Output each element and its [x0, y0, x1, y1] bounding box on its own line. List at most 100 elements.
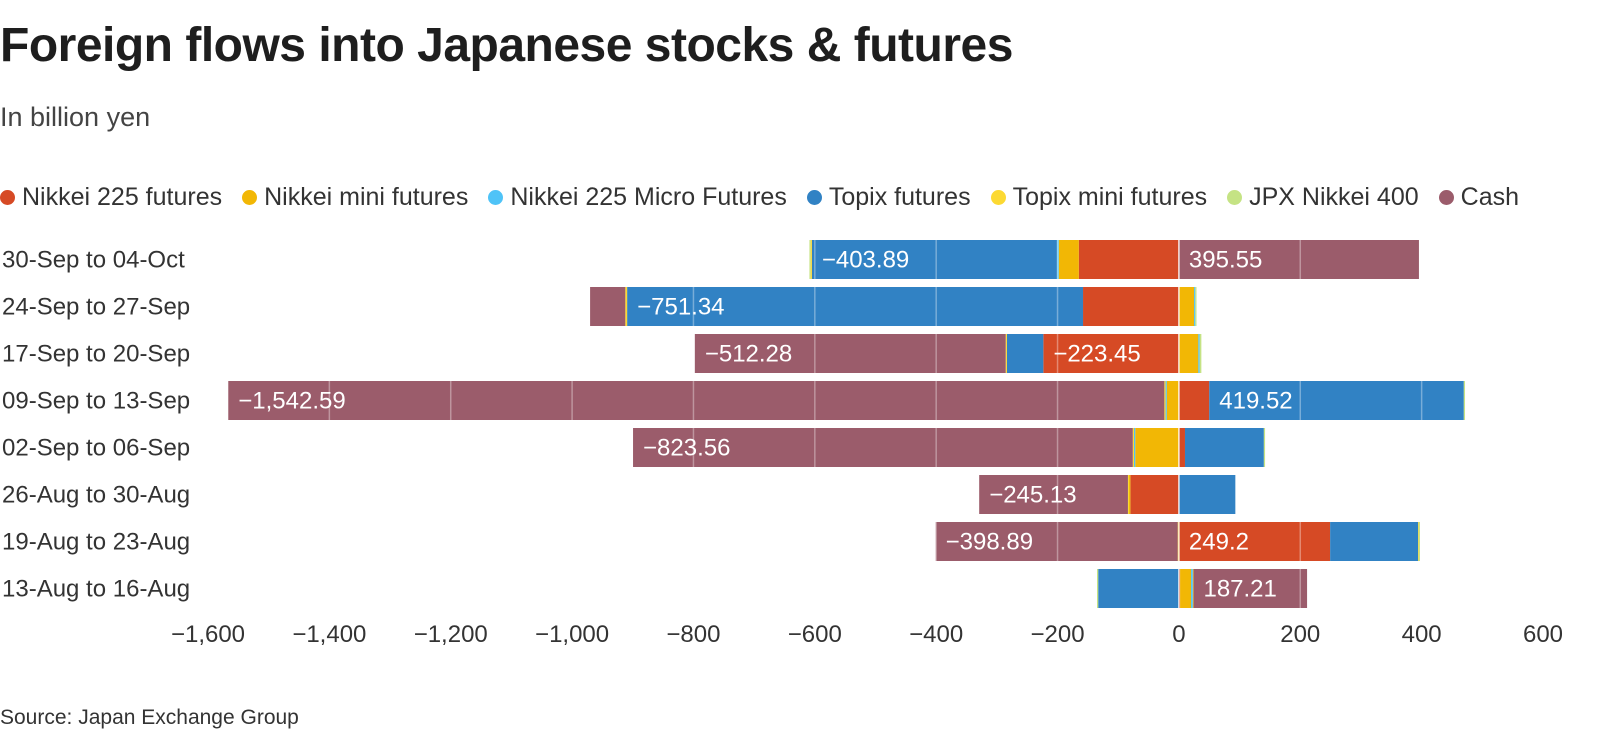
legend-dot-icon [806, 189, 822, 205]
legend-item-topix-mini-futures: Topix mini futures [990, 182, 1208, 212]
row-label: 24-Sep to 27-Sep [2, 294, 190, 321]
bar-segment-nikkei-225-micro-futures [1056, 240, 1059, 279]
gridlines-layer [328, 240, 1423, 608]
bar-segment-topix-futures [1184, 428, 1264, 467]
bar-segment-cash [1178, 240, 1419, 279]
legend-label: Cash [1460, 182, 1520, 211]
bar-segment-cash [633, 428, 1133, 467]
bar-segment-cash [979, 475, 1128, 514]
data-label: 187.21 [1203, 576, 1276, 603]
x-axis: −1,600 −1,400 −1,200 −1,000 −800 −600 −400 −200… [171, 621, 1563, 648]
x-tick-label: 200 [1280, 621, 1320, 648]
bar-segment-nikkei-mini-futures [1128, 475, 1131, 514]
bar-segment-nikkei-225-futures [1130, 475, 1179, 514]
legend-label: Nikkei 225 Micro Futures [510, 182, 787, 211]
bar-segment-topix-futures [627, 287, 1084, 326]
row-label: 26-Aug to 30-Aug [2, 482, 190, 509]
bar-segment-topix-futures [1209, 381, 1464, 420]
x-tick-label: −800 [666, 621, 720, 648]
legend-dot-icon [242, 189, 258, 205]
data-label: −245.13 [989, 482, 1076, 509]
x-tick-label: −400 [909, 621, 963, 648]
bar-segment-nikkei-225-micro-futures [1198, 334, 1200, 373]
bar-segment-topix-futures [1178, 475, 1236, 514]
source-note: Source: Japan Exchange Group [0, 706, 299, 729]
chart-subtitle: In billion yen [0, 102, 151, 132]
x-tick-label: −1,000 [535, 621, 609, 648]
bar-segment-topix-futures [1330, 522, 1419, 561]
legend-item-jpx-nikkei-400: JPX Nikkei 400 [1227, 183, 1419, 212]
bar-segment-topix-mini-futures [1164, 381, 1166, 420]
bar-segment-cash [694, 334, 1006, 373]
bar-segment-cash [590, 287, 626, 326]
legend: Nikkei 225 futures Nikkei mini futures N… [0, 182, 1539, 212]
row-label: 13-Aug to 16-Aug [2, 576, 190, 603]
row-label: 30-Sep to 04-Oct [2, 247, 185, 274]
x-tick-label: −1,400 [292, 621, 366, 648]
legend-label: Topix mini futures [1012, 182, 1208, 211]
x-tick-label: 400 [1402, 621, 1442, 648]
x-tick-label: −1,200 [414, 621, 488, 648]
bar-segment-nikkei-225-futures [1178, 428, 1185, 467]
legend-item-topix-futures: Topix futures [806, 182, 971, 212]
legend-item-nikkei-mini-futures: Nikkei mini futures [242, 183, 468, 212]
row-label: 09-Sep to 13-Sep [2, 388, 190, 415]
bar-segment-topix-futures [811, 240, 1057, 279]
bar-segment-nikkei-mini-futures [1135, 428, 1179, 467]
bar-segment-topix-mini-futures [625, 287, 628, 326]
data-label: −398.89 [946, 529, 1033, 556]
bar-segment-nikkei-225-futures [1178, 522, 1331, 561]
bar-segment-jpx-nikkei-400 [1195, 287, 1197, 326]
bar-segment-topix-futures [1006, 334, 1044, 373]
legend-dot-icon [1438, 189, 1454, 205]
bar-segment-cash [228, 381, 1165, 420]
legend-label: Topix futures [828, 182, 971, 211]
bar-segment-nikkei-mini-futures [1166, 381, 1179, 420]
bar-segment-nikkei-225-futures [1043, 334, 1179, 373]
data-label: 395.55 [1189, 247, 1262, 274]
x-tick-label: −600 [788, 621, 842, 648]
x-tick-label: −1,600 [171, 621, 245, 648]
bar-segment-cash [935, 522, 1178, 561]
data-label: −1,542.59 [238, 388, 345, 415]
data-label: −751.34 [637, 294, 724, 321]
data-label: −403.89 [822, 247, 909, 274]
bar-segment-nikkei-225-micro-futures [1194, 287, 1196, 326]
data-label: 249.2 [1189, 529, 1249, 556]
x-tick-label: −200 [1031, 621, 1085, 648]
bar-segment-jpx-nikkei-400 [1096, 569, 1099, 608]
bar-segment-topix-mini-futures [1005, 334, 1007, 373]
x-tick-label: 600 [1523, 621, 1563, 648]
data-label: −223.45 [1053, 341, 1140, 368]
row-label: 19-Aug to 23-Aug [2, 529, 190, 556]
data-label: −512.28 [705, 341, 792, 368]
bar-segment-jpx-nikkei-400 [1418, 522, 1420, 561]
legend-item-nikkei-225-micro-futures: Nikkei 225 Micro Futures [488, 182, 787, 212]
data-label: −823.56 [643, 435, 730, 462]
bar-segment-jpx-nikkei-400 [1199, 334, 1202, 373]
stacked-bar-chart: 30-Sep to 04-Oct 24-Sep to 27-Sep 17-Sep t… [2, 240, 1563, 648]
legend-dot-icon [488, 189, 504, 205]
legend-dot-icon [1227, 189, 1243, 205]
bar-segment-nikkei-mini-futures [1178, 287, 1195, 326]
x-tick-label: 0 [1172, 621, 1185, 648]
legend-dot-icon [990, 189, 1006, 205]
legend-item-nikkei-225-futures: Nikkei 225 futures [0, 183, 222, 212]
bar-segment-topix-mini-futures [810, 240, 812, 279]
bar-segment-jpx-nikkei-400 [1463, 381, 1466, 420]
bar-segment-jpx-nikkei-400 [1263, 428, 1266, 467]
bar-segment-topix-mini-futures [1127, 475, 1130, 514]
chart-title: Foreign flows into Japanese stocks & fut… [0, 19, 1013, 72]
legend-item-cash: Cash [1438, 182, 1520, 212]
bar-segment-nikkei-225-futures [1078, 240, 1179, 279]
bar-segment-nikkei-mini-futures [1178, 334, 1199, 373]
bar-segment-nikkei-mini-futures [1180, 569, 1192, 608]
row-label: 02-Sep to 06-Sep [2, 435, 190, 462]
bar-segment-nikkei-225-micro-futures [1165, 381, 1167, 420]
bar-segment-topix-mini-futures [1132, 428, 1134, 467]
data-label: 419.52 [1219, 388, 1292, 415]
bar-segment-nikkei-225-micro-futures [1134, 428, 1136, 467]
data-labels-layer: −403.89 395.55 −751.34 −512.28 −223.45 −1,542… [238, 247, 1292, 603]
bar-segment-topix-futures [1098, 569, 1179, 608]
bar-segment-jpx-nikkei-400 [809, 240, 811, 279]
